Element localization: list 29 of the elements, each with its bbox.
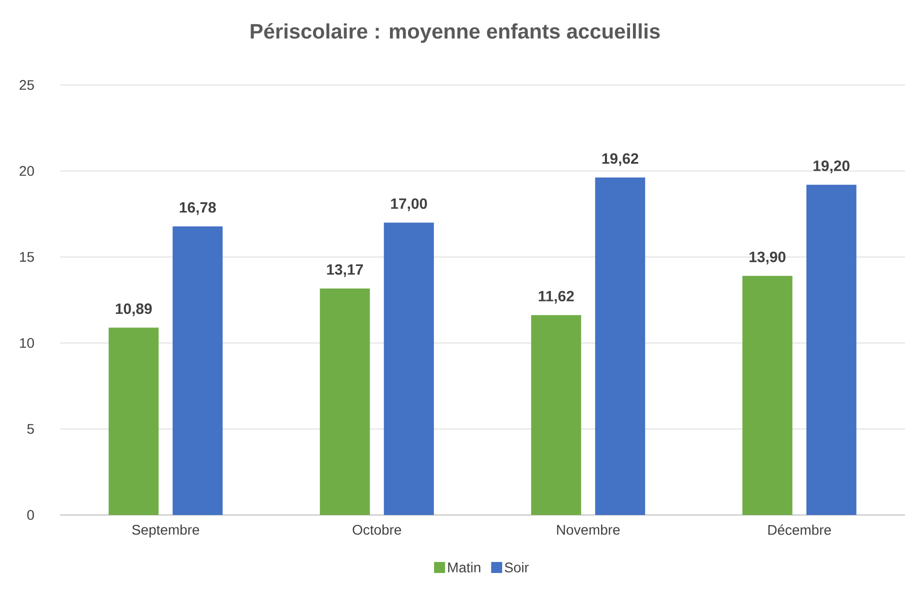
bar <box>384 222 434 515</box>
data-label: 17,00 <box>391 198 427 212</box>
data-label: 16,78 <box>180 202 216 215</box>
y-tick-label: 0 <box>27 510 34 520</box>
bar <box>108 328 159 515</box>
bar <box>806 184 856 515</box>
bar <box>742 276 792 515</box>
data-label: 13,17 <box>327 264 363 277</box>
y-tick-label: 5 <box>27 424 34 434</box>
y-tick-label: 15 <box>20 252 34 262</box>
x-tick-label: Octobre <box>352 524 402 535</box>
bar <box>320 288 370 515</box>
x-tick-label: Décembre <box>768 524 831 535</box>
bar <box>172 226 223 515</box>
chart-title: Périscolaire : moyenne enfants accueillis <box>250 23 660 43</box>
legend-label: Soir <box>504 562 529 572</box>
bar <box>595 178 646 515</box>
data-label: 19,20 <box>814 160 850 174</box>
data-label: 10,89 <box>116 303 152 316</box>
legend-label: Matin <box>448 562 480 572</box>
data-label: 13,90 <box>750 252 786 264</box>
x-tick-label: Novembre <box>557 524 620 535</box>
x-tick-label: Septembre <box>132 524 200 538</box>
data-label: 19,62 <box>602 153 638 166</box>
y-tick-label: 20 <box>20 166 34 176</box>
y-tick-label: 10 <box>20 338 34 348</box>
y-tick-label: 25 <box>20 80 34 90</box>
data-label: 11,62 <box>538 290 574 304</box>
bar <box>531 315 582 515</box>
